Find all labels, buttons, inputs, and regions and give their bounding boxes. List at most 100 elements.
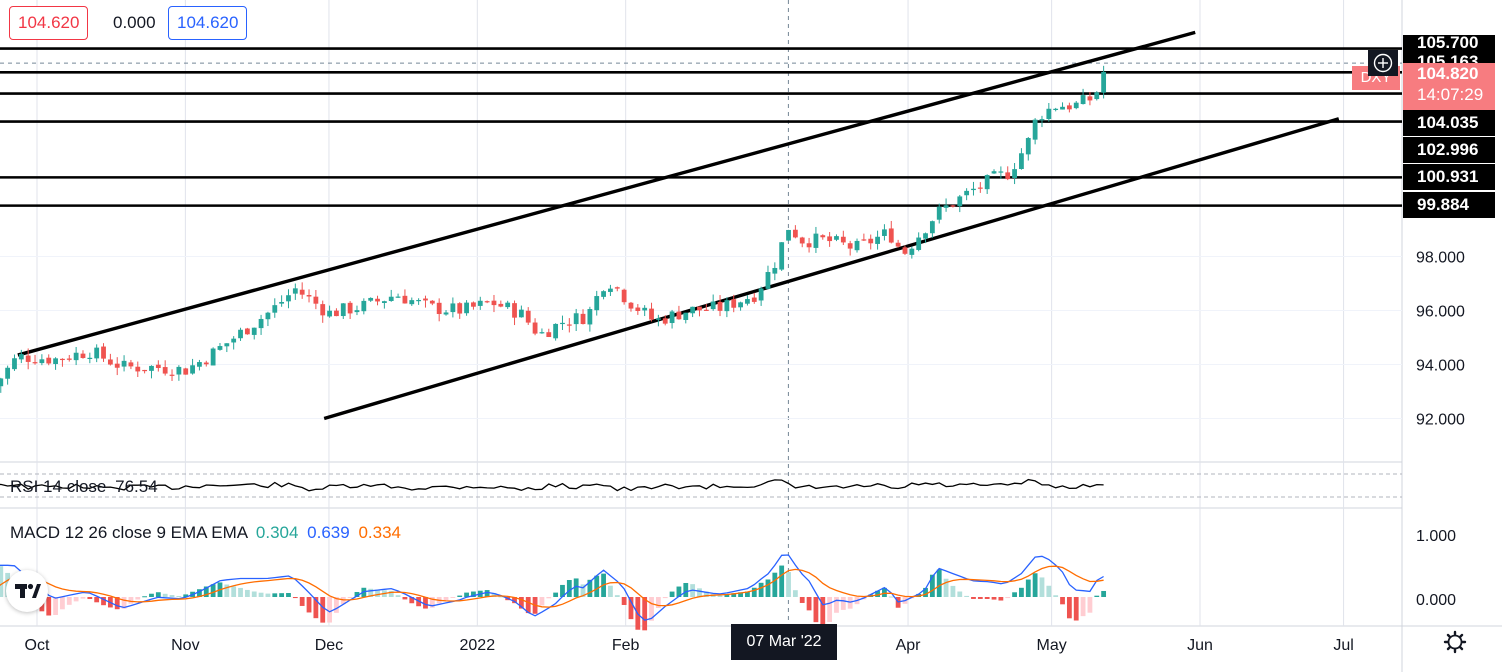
- candle-body: [936, 206, 942, 220]
- plus-circle-icon[interactable]: [1368, 50, 1398, 76]
- macd-histogram-bar: [1012, 592, 1017, 597]
- candle-body: [121, 360, 127, 367]
- rsi-label: RSI 14 close: [10, 477, 107, 496]
- macd-histogram-bar: [155, 592, 161, 597]
- macd-histogram-bar: [943, 578, 949, 597]
- macd-histogram-bar: [697, 588, 702, 597]
- macd-histogram-bar: [1094, 595, 1100, 597]
- candle-body: [197, 362, 202, 367]
- candle-body: [655, 318, 661, 320]
- trend-channel-line: [323, 117, 1340, 421]
- candle-body: [101, 346, 106, 359]
- level-tag-101: 100.931: [1403, 164, 1495, 190]
- candle-body: [32, 362, 38, 364]
- macd-histogram-bar: [546, 597, 552, 599]
- candle-body: [18, 354, 24, 360]
- candle-body: [758, 288, 764, 301]
- macd-histogram-bar: [655, 597, 661, 609]
- ask-price-badge[interactable]: 104.620: [168, 6, 248, 40]
- macd-histogram-bar: [765, 579, 771, 597]
- last-price-tag: 104.820 14:07:29: [1403, 63, 1495, 111]
- candle-body: [80, 353, 86, 359]
- macd-histogram-bar: [827, 597, 833, 622]
- macd-axis-label: 1.000: [1416, 528, 1456, 545]
- macd-histogram-bar: [251, 591, 257, 597]
- candle-body: [1019, 153, 1024, 170]
- candle-body: [991, 171, 997, 174]
- macd-signal-value: 0.334: [358, 523, 401, 542]
- candle-body: [546, 332, 552, 338]
- candle-body: [717, 301, 723, 311]
- macd-histogram-bar: [101, 597, 106, 606]
- candle-body: [1012, 169, 1017, 178]
- rsi-legend[interactable]: RSI 14 close 76.54: [10, 477, 158, 497]
- candle-body: [279, 301, 285, 304]
- candle-body: [155, 364, 161, 369]
- macd-histogram-bar: [813, 597, 819, 623]
- bid-price-badge[interactable]: 104.620: [9, 6, 89, 40]
- candle-body: [984, 175, 990, 190]
- x-tick-label: Apr: [896, 637, 922, 654]
- macd-histogram-bar: [724, 594, 730, 597]
- candle-body: [1094, 92, 1100, 100]
- macd-histogram-bar: [183, 594, 189, 597]
- candle-body: [190, 365, 195, 374]
- macd-histogram-bar: [799, 597, 805, 603]
- macd-histogram-bar: [1025, 579, 1031, 597]
- macd-histogram-bar: [395, 595, 401, 597]
- y-tick-label: 92.000: [1416, 412, 1465, 429]
- candle-body: [443, 312, 449, 315]
- candle-body: [868, 238, 874, 244]
- candle-body: [0, 378, 4, 387]
- candle-body: [464, 302, 469, 314]
- settings-gear-icon[interactable]: [1443, 630, 1467, 654]
- candle-body: [361, 300, 367, 312]
- macd-histogram-bar: [46, 597, 52, 616]
- candle-body: [354, 310, 360, 313]
- candle-body: [628, 302, 634, 309]
- candle-body: [1066, 105, 1072, 110]
- tradingview-logo-icon[interactable]: [6, 570, 48, 612]
- macd-histogram-bar: [875, 590, 880, 597]
- candle-body: [183, 368, 189, 375]
- macd-histogram-bar: [738, 592, 743, 597]
- candle-body: [649, 308, 654, 320]
- candle-body: [94, 347, 100, 359]
- macd-histogram-bar: [1080, 597, 1086, 617]
- macd-histogram-bar: [423, 597, 428, 609]
- channel-lines[interactable]: [17, 30, 1340, 421]
- candle-body: [39, 359, 45, 364]
- macd-histogram-bar: [429, 597, 435, 608]
- macd-histogram-bar: [929, 574, 935, 597]
- macd-histogram-bar: [272, 593, 278, 597]
- macd-legend[interactable]: MACD 12 26 close 9 EMA EMA 0.304 0.639 0…: [10, 523, 401, 543]
- candle-body: [1060, 106, 1065, 110]
- bar-countdown: 14:07:29: [1417, 85, 1484, 104]
- candle-body: [375, 298, 380, 302]
- macd-histogram-bar: [779, 565, 785, 597]
- candle-body: [813, 233, 819, 248]
- macd-histogram-bar: [238, 587, 243, 597]
- candle-body: [1046, 108, 1052, 120]
- candle-body: [320, 304, 326, 316]
- macd-histogram-bar: [375, 589, 380, 597]
- macd-histogram-bar: [512, 597, 517, 604]
- macd-histogram-bar: [964, 595, 970, 597]
- candle-body: [1053, 108, 1059, 110]
- macd-axis-label: 0.000: [1416, 592, 1456, 609]
- candle-body: [292, 288, 298, 294]
- rsi-pane: [0, 473, 1402, 498]
- candle-body: [888, 228, 894, 243]
- macd-histogram-bar: [347, 597, 353, 598]
- candle-body: [621, 289, 627, 303]
- macd-histogram-bar: [306, 597, 312, 613]
- macd-histogram-bar: [566, 580, 572, 597]
- candle-body: [642, 307, 648, 311]
- macd-histogram-bar: [299, 597, 305, 606]
- macd-histogram-bar: [792, 590, 798, 597]
- macd-histogram-bar: [560, 584, 565, 597]
- macd-histogram-bar: [834, 597, 839, 613]
- candle-body: [909, 248, 915, 255]
- horizontal-levels[interactable]: [0, 47, 1402, 207]
